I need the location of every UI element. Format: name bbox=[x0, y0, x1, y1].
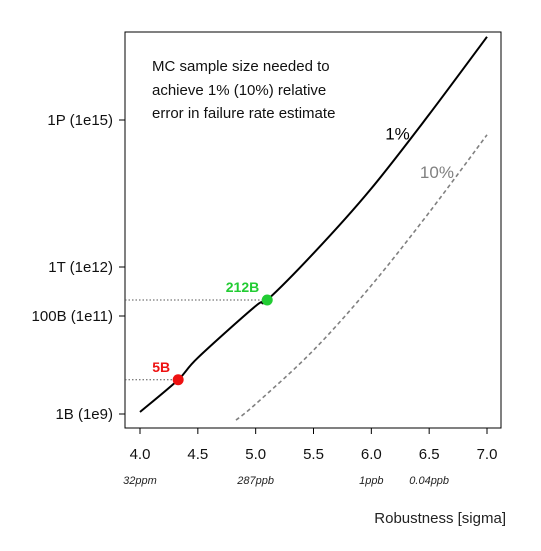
x-sublabel-2: 1ppb bbox=[359, 475, 383, 487]
highlight-label-0: 5B bbox=[152, 359, 170, 375]
x-axis: 4.0 4.5 5.0 5.5 6.0 6.5 7.0 32ppm 287ppb 1ppb 0.04… bbox=[123, 428, 497, 487]
annotation-line-1: MC sample size needed to bbox=[152, 58, 330, 75]
x-sublabel-1: 287ppb bbox=[236, 475, 274, 487]
y-tick-label-3: 1P (1e15) bbox=[47, 112, 113, 129]
y-tick-label-1: 100B (1e11) bbox=[32, 308, 113, 325]
x-tick-label-0: 4.0 bbox=[130, 446, 151, 463]
x-tick-label-1: 4.5 bbox=[187, 446, 208, 463]
x-sublabel-0: 32ppm bbox=[123, 475, 157, 487]
highlight-point-1 bbox=[261, 294, 273, 306]
chart-annotation: MC sample size needed to achieve 1% (10%… bbox=[152, 58, 335, 122]
highlight-label-1: 212B bbox=[226, 279, 259, 295]
annotation-line-3: error in failure rate estimate bbox=[152, 105, 335, 122]
x-axis-title: Robustness [sigma] bbox=[374, 510, 506, 527]
series-line-0 bbox=[139, 36, 488, 413]
series-label-1: 10% bbox=[420, 163, 454, 182]
highlight-point-0 bbox=[172, 374, 184, 386]
y-axis: 1B (1e9) 100B (1e11) 1T (1e12) 1P (1e15) bbox=[32, 112, 125, 423]
series-layer: 1% 10% bbox=[139, 36, 488, 421]
y-tick-label-2: 1T (1e12) bbox=[48, 259, 113, 276]
x-sublabel-3: 0.04ppb bbox=[409, 475, 449, 487]
x-tick-label-2: 5.0 bbox=[245, 446, 266, 463]
x-tick-label-6: 7.0 bbox=[477, 446, 498, 463]
x-tick-label-3: 5.5 bbox=[303, 446, 324, 463]
y-tick-label-0: 1B (1e9) bbox=[55, 406, 113, 423]
annotation-line-2: achieve 1% (10%) relative bbox=[152, 82, 326, 99]
x-tick-label-4: 6.0 bbox=[361, 446, 382, 463]
series-label-0: 1% bbox=[385, 124, 410, 143]
x-tick-label-5: 6.5 bbox=[419, 446, 440, 463]
points-layer: 5B 212B bbox=[125, 279, 273, 386]
